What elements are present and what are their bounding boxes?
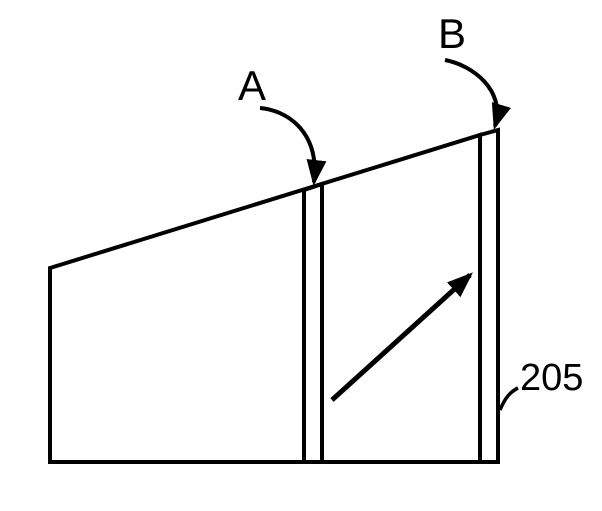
callout-arrow-b [445, 60, 497, 126]
label-a: A [238, 62, 266, 109]
outer-shape [50, 135, 480, 462]
slab-a [304, 184, 322, 462]
label-b: B [438, 10, 466, 57]
callout-arrow-a [260, 108, 315, 182]
callout-arrow-205 [500, 388, 518, 410]
inner-arrow [332, 275, 470, 400]
diagram-canvas: A B 205 [0, 0, 602, 511]
label-205: 205 [520, 357, 583, 399]
slab-b [480, 130, 498, 462]
